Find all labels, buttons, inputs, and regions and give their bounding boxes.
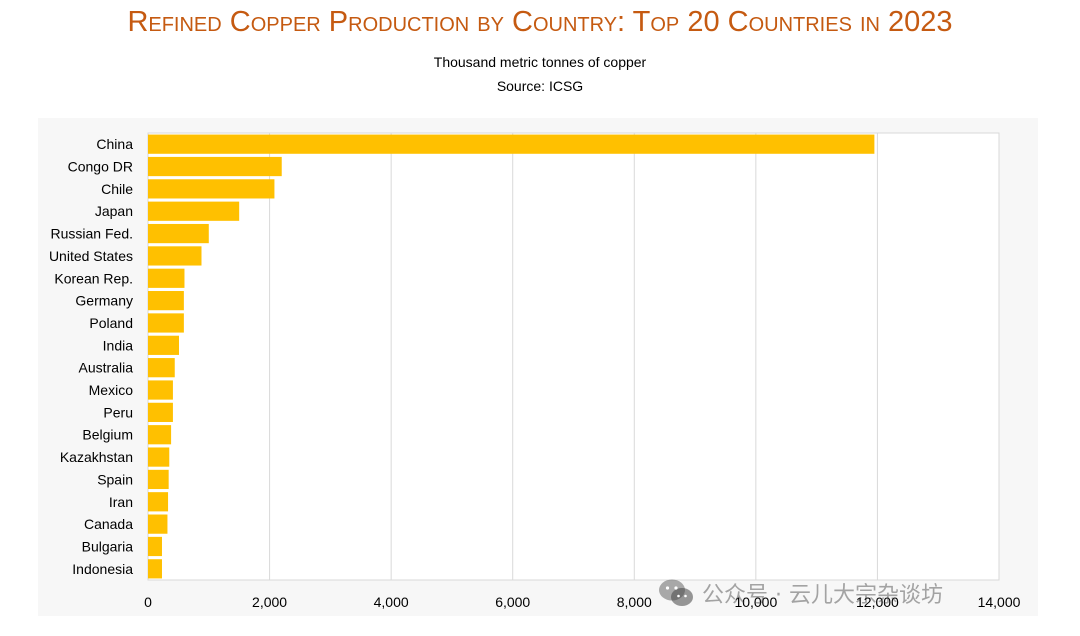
bar-korean-rep xyxy=(148,268,185,288)
category-labels: China Congo DR Chile Japan Russian Fed. Unite… xyxy=(49,136,133,577)
x-tick-label: 12,000 xyxy=(856,594,899,610)
bar-canada xyxy=(148,514,168,534)
bar-russian-fed xyxy=(148,223,209,244)
gridlines xyxy=(147,132,1000,581)
bar-india xyxy=(148,335,180,355)
category-label: Kazakhstan xyxy=(60,449,133,465)
watermark: 公众号 · 云儿大宗杂谈坊 xyxy=(658,575,943,611)
category-label: Japan xyxy=(95,203,133,219)
bar-japan xyxy=(148,201,240,221)
x-tick-label: 0 xyxy=(144,594,152,610)
x-tick-labels: 0 2,000 4,000 6,000 8,000 10,000 12,000 14,000 xyxy=(144,594,1021,610)
wechat-icon xyxy=(659,579,693,606)
x-tick-label: 6,000 xyxy=(495,594,530,610)
x-tick-label: 14,000 xyxy=(978,594,1021,610)
x-tick-label: 2,000 xyxy=(252,594,287,610)
bar-australia xyxy=(148,358,175,378)
plot-area xyxy=(147,132,1000,581)
category-label: Congo DR xyxy=(68,159,133,175)
category-label: Indonesia xyxy=(72,561,133,577)
x-tick-label: 8,000 xyxy=(617,594,652,610)
category-label: Belgium xyxy=(82,427,133,443)
bar-congo-dr xyxy=(148,156,282,177)
category-label: Chile xyxy=(101,181,133,197)
category-label: Korean Rep. xyxy=(54,270,133,286)
bar-chile xyxy=(148,179,275,199)
category-label: Peru xyxy=(103,404,133,420)
x-tick-label: 4,000 xyxy=(374,594,409,610)
category-label: Spain xyxy=(97,471,133,487)
bars xyxy=(148,134,875,579)
bar-peru xyxy=(148,402,173,422)
x-tick-label: 10,000 xyxy=(734,594,777,610)
bar-kazakhstan xyxy=(148,447,170,467)
bar-poland xyxy=(148,313,184,333)
watermark-text: 公众号 · 云儿大宗杂谈坊 xyxy=(702,583,943,608)
category-label: Poland xyxy=(89,315,133,331)
category-label: Mexico xyxy=(89,382,134,398)
bar-china xyxy=(148,134,875,154)
chart-source: Source: ICSG xyxy=(496,78,584,94)
category-label: Canada xyxy=(84,516,133,532)
bar-bulgaria xyxy=(148,536,162,557)
bar-belgium xyxy=(148,425,172,445)
category-label: Germany xyxy=(75,293,133,309)
bar-indonesia xyxy=(148,559,162,579)
chart-subtitle: Thousand metric tonnes of copper xyxy=(433,54,647,70)
bar-iran xyxy=(148,492,169,512)
category-label: India xyxy=(103,337,134,353)
category-label: Russian Fed. xyxy=(51,226,133,242)
bar-spain xyxy=(148,469,169,490)
category-label: Australia xyxy=(79,360,134,376)
bar-germany xyxy=(148,291,184,311)
bar-united-states xyxy=(148,246,202,266)
category-label: Bulgaria xyxy=(82,538,134,554)
bar-mexico xyxy=(148,380,173,400)
category-label: Iran xyxy=(109,494,133,510)
category-label: China xyxy=(96,136,133,152)
chart-title: Refined Copper Production by Country: To… xyxy=(127,6,953,38)
category-label: United States xyxy=(49,248,133,264)
